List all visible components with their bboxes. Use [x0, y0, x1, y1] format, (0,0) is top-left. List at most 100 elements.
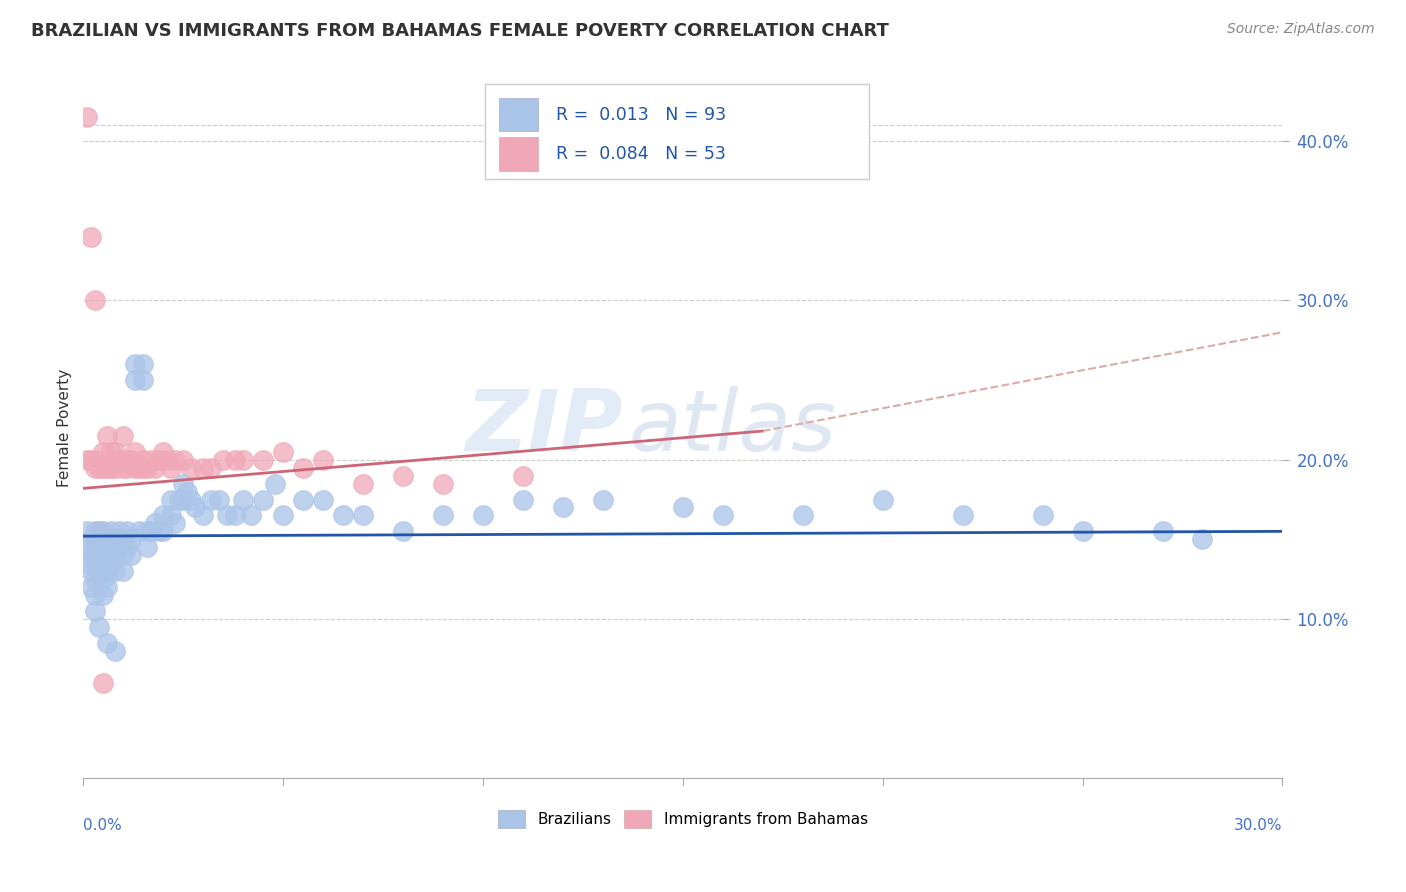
Point — [872, 492, 894, 507]
Point — [84, 604, 107, 618]
Point — [136, 524, 159, 539]
Point — [141, 452, 163, 467]
Point — [80, 564, 103, 578]
Point — [224, 508, 246, 523]
Point — [180, 460, 202, 475]
Point — [312, 492, 335, 507]
Point — [91, 444, 114, 458]
Point — [117, 460, 139, 475]
Point — [232, 492, 254, 507]
Point — [120, 548, 142, 562]
Point — [152, 444, 174, 458]
Point — [472, 508, 495, 523]
Point — [89, 548, 111, 562]
Point — [152, 508, 174, 523]
Point — [76, 110, 98, 124]
Point — [120, 533, 142, 547]
Point — [108, 452, 131, 467]
Point — [136, 541, 159, 555]
Point — [160, 492, 183, 507]
Point — [200, 460, 222, 475]
Point — [76, 452, 98, 467]
Point — [96, 580, 118, 594]
Point — [392, 524, 415, 539]
Point — [1191, 533, 1213, 547]
Point — [91, 572, 114, 586]
Point — [352, 508, 374, 523]
Point — [84, 541, 107, 555]
Point — [100, 541, 122, 555]
Point — [91, 556, 114, 570]
Point — [89, 533, 111, 547]
Point — [143, 460, 166, 475]
Point — [124, 373, 146, 387]
Bar — [499, 137, 537, 170]
Point — [91, 541, 114, 555]
Text: R =  0.013   N = 93: R = 0.013 N = 93 — [555, 105, 725, 124]
Point — [124, 357, 146, 371]
Point — [96, 429, 118, 443]
Y-axis label: Female Poverty: Female Poverty — [58, 368, 72, 487]
Point — [312, 452, 335, 467]
Point — [89, 524, 111, 539]
Point — [292, 492, 315, 507]
Point — [193, 460, 215, 475]
Point — [252, 492, 274, 507]
Point — [89, 620, 111, 634]
Point — [432, 476, 454, 491]
Point — [132, 357, 155, 371]
Point — [167, 492, 190, 507]
Point — [148, 524, 170, 539]
Point — [217, 508, 239, 523]
Point — [172, 452, 194, 467]
Point — [84, 572, 107, 586]
Point — [208, 492, 231, 507]
Point — [141, 524, 163, 539]
Point — [193, 508, 215, 523]
Point — [128, 460, 150, 475]
Point — [512, 492, 534, 507]
Point — [792, 508, 814, 523]
Point — [80, 452, 103, 467]
Point — [176, 484, 198, 499]
Point — [292, 460, 315, 475]
Point — [232, 452, 254, 467]
Point — [104, 564, 127, 578]
Point — [96, 548, 118, 562]
Point — [132, 460, 155, 475]
Point — [112, 564, 135, 578]
Point — [112, 533, 135, 547]
Point — [117, 524, 139, 539]
Point — [512, 468, 534, 483]
Point — [120, 452, 142, 467]
Point — [252, 452, 274, 467]
Point — [104, 460, 127, 475]
Point — [1152, 524, 1174, 539]
Point — [143, 516, 166, 531]
Point — [224, 452, 246, 467]
Point — [180, 492, 202, 507]
Text: ZIP: ZIP — [465, 386, 623, 469]
Point — [332, 508, 354, 523]
Point — [91, 588, 114, 602]
Point — [172, 476, 194, 491]
Point — [132, 373, 155, 387]
Point — [124, 460, 146, 475]
Point — [104, 644, 127, 658]
Point — [392, 468, 415, 483]
Point — [96, 564, 118, 578]
Point — [108, 524, 131, 539]
Point — [96, 533, 118, 547]
Point — [80, 580, 103, 594]
Point — [165, 516, 187, 531]
Point — [200, 492, 222, 507]
Point — [89, 564, 111, 578]
Text: 0.0%: 0.0% — [83, 818, 122, 833]
Point — [152, 524, 174, 539]
Point — [184, 500, 207, 515]
Point — [212, 452, 235, 467]
Point — [172, 492, 194, 507]
Text: Source: ZipAtlas.com: Source: ZipAtlas.com — [1227, 22, 1375, 37]
Point — [132, 452, 155, 467]
Point — [100, 556, 122, 570]
